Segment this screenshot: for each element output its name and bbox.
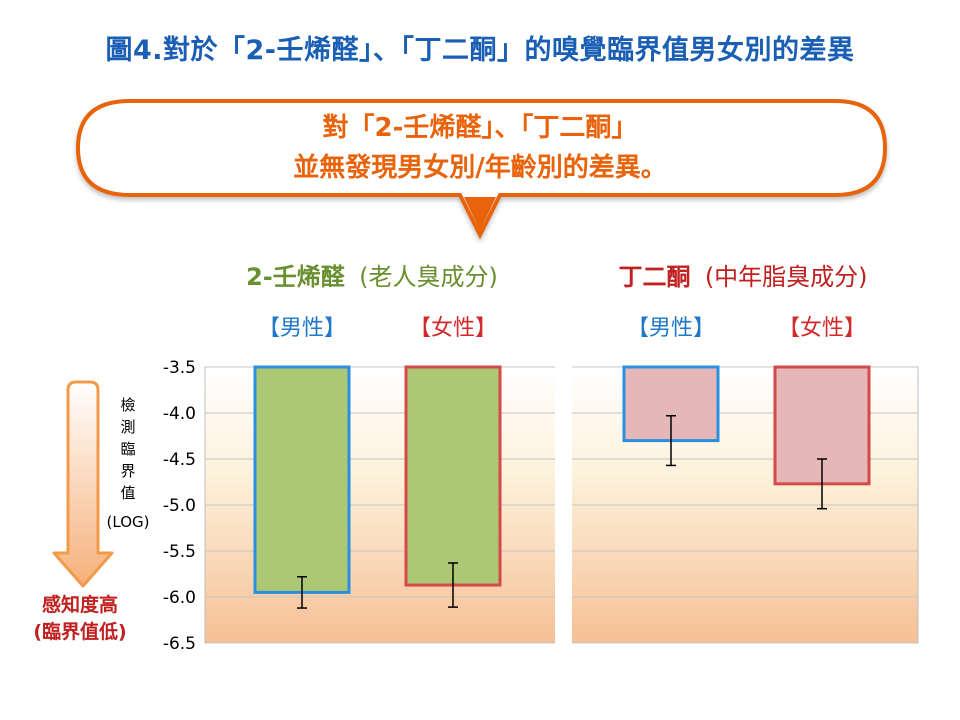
group-title-nonenal: 2-壬烯醛 (老人臭成分) xyxy=(246,263,498,291)
y-axis-label-char: 臨 xyxy=(120,440,135,458)
callout-line-1: 對「2-壬烯醛」、「丁二酮」 xyxy=(322,113,638,143)
y-tick-label: -6.5 xyxy=(163,634,196,654)
group-gap xyxy=(555,362,572,647)
category-label-female: 【女性】 xyxy=(778,316,866,341)
y-axis-label-char: 界 xyxy=(120,462,135,480)
y-axis-label-char: 值 xyxy=(120,484,135,502)
y-tick-label: -5.0 xyxy=(163,496,196,516)
y-axis-label-unit: (LOG) xyxy=(107,513,150,531)
y-tick-label: -5.5 xyxy=(163,542,196,562)
page-title: 圖4.對於「2-壬烯醛」、「丁二酮」的嗅覺臨界值男女別的差異 xyxy=(105,35,855,66)
sensitivity-sublabel: (臨界值低) xyxy=(33,620,126,643)
y-axis-label: 檢 測 臨 界 值 (LOG) xyxy=(107,396,150,531)
group-name-nonenal: 2-壬烯醛 xyxy=(246,263,346,291)
y-tick-label: -4.0 xyxy=(163,404,196,424)
group-subtitle-nonenal: (老人臭成分) xyxy=(359,263,498,291)
callout-bubble xyxy=(75,99,888,240)
y-tick-label: -3.5 xyxy=(163,358,196,378)
y-tick-label: -4.5 xyxy=(163,450,196,470)
category-label-male: 【男性】 xyxy=(627,316,715,341)
category-label-female: 【女性】 xyxy=(409,316,497,341)
y-axis-label-char: 測 xyxy=(120,418,135,436)
y-tick-label: -6.0 xyxy=(163,588,196,608)
sensitivity-label: 感知度高 xyxy=(42,593,118,616)
callout-text: 對「2-壬烯醛」、「丁二酮」 並無發現男女別/年齡別的差異。 xyxy=(80,108,880,188)
y-axis-label-char: 檢 xyxy=(120,396,135,414)
bar-male xyxy=(253,365,351,594)
group-title-diacetyl: 丁二酮 (中年脂臭成分) xyxy=(618,263,867,291)
group-subtitle-diacetyl: (中年脂臭成分) xyxy=(705,263,868,291)
callout-pointer xyxy=(464,197,496,231)
error-bars xyxy=(297,415,827,609)
category-label-male: 【男性】 xyxy=(258,316,346,341)
bars xyxy=(253,365,871,594)
group-name-diacetyl: 丁二酮 xyxy=(618,263,690,291)
callout-bubble-shape xyxy=(75,99,888,240)
bar-female xyxy=(404,365,502,587)
callout-line-2: 並無發現男女別/年齡別的差異。 xyxy=(293,153,667,183)
down-arrow-icon xyxy=(52,380,114,588)
y-tick-labels: -3.5 -4.0 -4.5 -5.0 -5.5 -6.0 -6.5 xyxy=(163,358,196,654)
